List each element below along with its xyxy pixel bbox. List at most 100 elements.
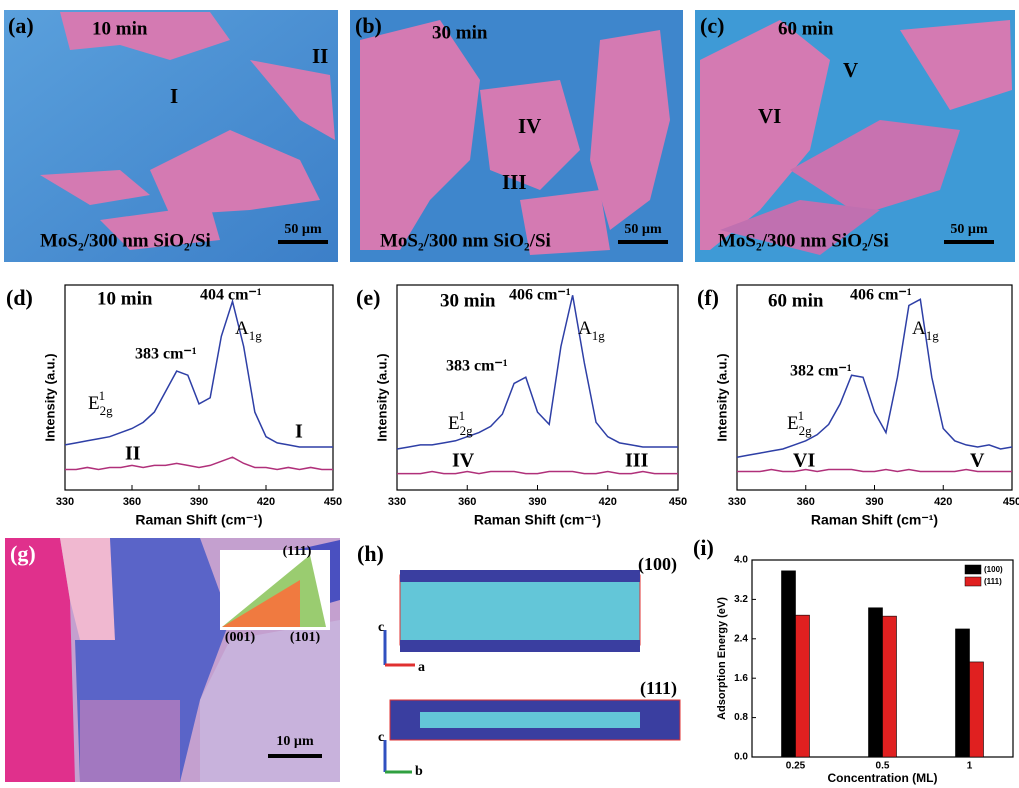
bar (883, 616, 897, 757)
panel-label: (a) (8, 13, 34, 38)
mode-label: A1g (235, 318, 262, 343)
series-label: V (970, 450, 985, 472)
y-tick-label: 1.6 (734, 673, 748, 684)
peak-label: 383 cm⁻¹ (135, 346, 197, 363)
scale-label: 50 µm (950, 222, 988, 237)
mode-sub: 2g (799, 423, 813, 438)
region-label: II (312, 44, 328, 68)
region-label: V (843, 58, 858, 82)
panel-label: (e) (356, 285, 380, 310)
time-label: 10 min (97, 288, 153, 309)
axis-letter: b (415, 764, 423, 779)
page: (a)10 minIII50 µmMoS₂/300 nm SiO₂/Si(b)3… (0, 0, 1019, 788)
series-line (65, 457, 333, 469)
axis-letter: c (378, 620, 384, 635)
bar (782, 571, 796, 757)
scale-label: 50 µm (284, 222, 322, 237)
peak-label: 406 cm⁻¹ (509, 287, 571, 304)
mode-sup: 1 (798, 408, 805, 423)
y-tick-label: 0.0 (734, 752, 748, 763)
x-axis-label: Raman Shift (cm⁻¹) (135, 512, 262, 528)
x-tick-label: 450 (324, 496, 342, 508)
caption: MoS₂/300 nm SiO₂/Si (40, 230, 211, 251)
time-label: 30 min (432, 22, 488, 43)
panel-label: (h) (357, 541, 384, 566)
y-axis-label: Intensity (a.u.) (42, 353, 57, 441)
bar (869, 608, 883, 757)
series-label: VI (793, 450, 815, 472)
facet-label: (100) (638, 554, 677, 575)
x-axis-label: Raman Shift (cm⁻¹) (474, 512, 601, 528)
mode-sub: 1g (249, 328, 263, 343)
panel-label: (f) (697, 285, 719, 310)
mode-label: A1g (578, 318, 605, 343)
x-tick-label: 390 (865, 496, 883, 508)
series-line (397, 472, 678, 474)
x-tick-label: 450 (669, 496, 687, 508)
y-axis-label: Intensity (a.u.) (714, 353, 729, 441)
axis-letter: c (378, 730, 384, 745)
caption: MoS₂/300 nm SiO₂/Si (380, 230, 551, 251)
mode-sub: 2g (460, 423, 474, 438)
mode-sup: 1 (99, 388, 106, 403)
scale-label: 50 µm (624, 222, 662, 237)
pole-label: (111) (283, 544, 312, 559)
bar (956, 629, 970, 757)
series-label: II (125, 443, 141, 465)
y-tick-label: 3.2 (734, 594, 748, 605)
y-tick-label: 2.4 (734, 633, 748, 644)
mode-label: E2g1 (448, 408, 473, 438)
x-tick-label: 330 (56, 496, 74, 508)
legend-swatch (965, 577, 981, 586)
legend-label: (100) (984, 565, 1003, 574)
x-tick-label: 360 (123, 496, 141, 508)
y-tick-label: 4.0 (734, 555, 748, 566)
x-axis-label: Concentration (ML) (828, 771, 938, 785)
region-label: I (170, 84, 178, 108)
facet-label: (111) (640, 678, 677, 699)
mode-sup: 1 (459, 408, 466, 423)
x-axis-label: Raman Shift (cm⁻¹) (811, 512, 938, 528)
mode-label: E2g1 (88, 388, 113, 418)
peak-label: 406 cm⁻¹ (850, 287, 912, 304)
scale-label: 10 µm (276, 734, 314, 749)
x-tick-label: 330 (728, 496, 746, 508)
region-label: IV (518, 114, 541, 138)
axis-letter: a (418, 660, 425, 675)
panel-label: (g) (10, 541, 36, 566)
legend-label: (111) (984, 577, 1002, 586)
series-line (737, 299, 1012, 457)
panel-label: (b) (355, 13, 382, 38)
time-label: 60 min (768, 290, 824, 311)
mode-sub: 1g (592, 328, 606, 343)
time-label: 30 min (440, 290, 496, 311)
y-tick-label: 0.8 (734, 712, 748, 723)
series-line (65, 301, 333, 447)
y-axis-label: Intensity (a.u.) (374, 353, 389, 441)
series-label: IV (452, 450, 475, 472)
x-tick-label: 390 (190, 496, 208, 508)
x-tick-label: 360 (797, 496, 815, 508)
series-label: III (625, 450, 649, 472)
series-line (397, 295, 678, 449)
region-label: VI (758, 104, 781, 128)
mode-sub: 1g (926, 328, 940, 343)
region-label: III (502, 170, 527, 194)
caption: MoS₂/300 nm SiO₂/Si (718, 230, 889, 251)
panel-label: (i) (693, 535, 714, 560)
mode-label: E2g1 (787, 408, 812, 438)
bar (796, 615, 810, 757)
panel-label: (c) (700, 13, 724, 38)
x-tick-label: 1 (967, 761, 973, 772)
y-axis-label: Adsorption Energy (eV) (716, 597, 728, 720)
peak-label: 382 cm⁻¹ (790, 363, 852, 380)
x-tick-label: 450 (1003, 496, 1019, 508)
mode-label: A1g (912, 318, 939, 343)
x-tick-label: 420 (934, 496, 952, 508)
legend-swatch (965, 565, 981, 574)
pole-label: (001) (225, 630, 256, 645)
plot-frame (65, 285, 333, 490)
mode-base: A (235, 318, 249, 339)
image-h (385, 570, 680, 772)
x-tick-label: 330 (388, 496, 406, 508)
